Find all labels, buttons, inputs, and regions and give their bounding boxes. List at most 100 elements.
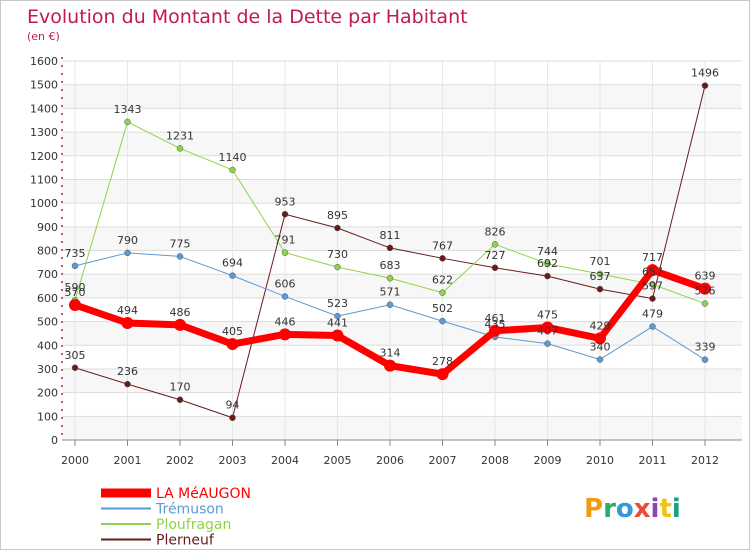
data-label: 744 xyxy=(537,245,558,258)
data-point xyxy=(439,317,446,325)
data-point xyxy=(176,396,184,403)
data-point xyxy=(386,301,394,308)
data-point xyxy=(334,312,341,320)
data-label: 494 xyxy=(117,304,138,317)
data-label: 475 xyxy=(537,308,558,321)
data-point xyxy=(229,166,236,174)
y-tick-label: 800 xyxy=(37,245,58,258)
x-tick-label: 2011 xyxy=(639,454,667,467)
data-point xyxy=(176,253,184,260)
y-tick-label: 500 xyxy=(37,316,58,329)
data-label: 405 xyxy=(222,325,243,338)
data-label: 479 xyxy=(642,308,663,321)
data-label: 94 xyxy=(226,399,240,412)
legend-label: Ploufragan xyxy=(156,517,231,533)
x-tick-label: 2000 xyxy=(61,454,89,467)
x-tick-label: 2006 xyxy=(376,454,404,467)
y-tick-label: 1000 xyxy=(30,197,58,210)
data-point xyxy=(121,316,134,329)
data-point xyxy=(491,241,499,248)
data-point xyxy=(649,281,656,288)
data-point xyxy=(71,364,79,372)
data-label: 339 xyxy=(695,341,716,354)
legend-label: LA MéAUGON xyxy=(156,486,251,502)
y-tick-label: 100 xyxy=(37,410,58,423)
chart-subtitle: (en €) xyxy=(27,30,60,43)
data-label: 606 xyxy=(275,277,296,290)
data-label: 791 xyxy=(275,234,296,247)
data-label: 502 xyxy=(432,302,453,315)
data-label: 236 xyxy=(117,365,138,378)
y-tick-label: 1500 xyxy=(30,79,58,92)
grid-band xyxy=(62,226,742,251)
data-point xyxy=(649,323,656,330)
data-label: 811 xyxy=(380,229,401,242)
data-label: 895 xyxy=(327,209,348,222)
data-point xyxy=(596,270,604,278)
data-label: 407 xyxy=(537,325,558,338)
data-point xyxy=(701,82,709,89)
logo-letter: P xyxy=(584,494,603,524)
y-tick-label: 1400 xyxy=(30,102,58,115)
logo-letter: o xyxy=(616,494,634,524)
data-point xyxy=(334,263,341,271)
x-tick-label: 2005 xyxy=(324,454,352,467)
chart-title: Evolution du Montant de la Dette par Hab… xyxy=(27,6,468,28)
data-point xyxy=(69,298,81,311)
data-point xyxy=(331,329,344,342)
x-tick-label: 2009 xyxy=(534,454,562,467)
y-tick-label: 0 xyxy=(51,434,58,447)
data-label: 790 xyxy=(117,234,138,247)
data-point xyxy=(699,282,711,295)
data-point xyxy=(386,244,394,252)
data-point xyxy=(596,356,604,363)
data-label: 523 xyxy=(327,297,348,310)
data-label: 717 xyxy=(642,251,663,264)
data-label: 727 xyxy=(485,249,506,262)
data-point xyxy=(436,368,449,381)
data-label: 953 xyxy=(275,195,296,208)
data-point xyxy=(701,356,709,363)
data-label: 1231 xyxy=(166,129,194,142)
data-label: 1343 xyxy=(114,103,142,116)
y-tick-label: 700 xyxy=(37,268,58,281)
x-tick-label: 2004 xyxy=(271,454,299,467)
data-label: 683 xyxy=(380,259,401,272)
data-label: 694 xyxy=(222,257,243,270)
data-label: 735 xyxy=(65,247,86,260)
y-tick-label: 1100 xyxy=(30,173,58,186)
data-point xyxy=(229,272,236,279)
data-point xyxy=(281,211,289,218)
data-point xyxy=(279,328,291,341)
data-point xyxy=(439,289,446,296)
x-tick-label: 2012 xyxy=(691,454,719,467)
grid-band xyxy=(62,368,742,393)
x-tick-label: 2008 xyxy=(481,454,509,467)
logo-letter: i xyxy=(672,494,681,524)
y-tick-label: 1300 xyxy=(30,126,58,139)
x-tick-label: 2010 xyxy=(586,454,614,467)
data-point xyxy=(384,359,396,372)
data-label: 826 xyxy=(485,225,506,238)
data-point xyxy=(124,380,131,388)
data-label: 314 xyxy=(380,347,401,360)
data-point xyxy=(386,274,394,282)
logo-letter: t xyxy=(659,494,671,524)
data-label: 1496 xyxy=(691,67,719,80)
data-point xyxy=(491,264,499,272)
data-point xyxy=(226,338,239,351)
data-point xyxy=(649,295,656,302)
data-point xyxy=(229,414,236,421)
data-label: 637 xyxy=(590,270,611,283)
data-label: 170 xyxy=(170,381,191,394)
y-tick-label: 1600 xyxy=(30,55,58,68)
legend-label: Plerneuf xyxy=(156,533,215,549)
data-label: 446 xyxy=(275,315,296,328)
proxiti-logo: Proxiti xyxy=(584,494,681,524)
x-tick-label: 2001 xyxy=(114,454,142,467)
grid-band xyxy=(62,132,742,156)
logo-letter: r xyxy=(603,494,616,524)
data-point xyxy=(596,285,604,293)
